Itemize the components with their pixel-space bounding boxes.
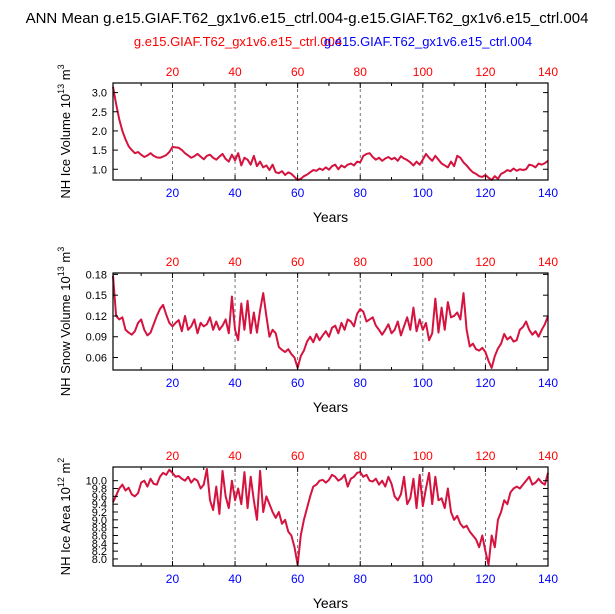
plot-frame [112, 272, 549, 371]
x-axis-label: Years [313, 595, 348, 611]
y-tick-label: 0.18 [86, 269, 107, 281]
x-axis-label: Years [313, 209, 348, 225]
y-tick-label: 8.4 [92, 538, 107, 550]
x-tick-label-top: 100 [413, 255, 433, 269]
x-tick-label-bottom: 60 [291, 186, 305, 200]
y-axis-label-text: NH Snow Volume 10 [58, 276, 73, 396]
y-tick-label: 8.8 [92, 523, 107, 535]
x-tick-label-bottom: 120 [475, 376, 495, 390]
x-tick-label-bottom: 40 [228, 186, 242, 200]
panel-snow-volume: 20 20 40 40 60 60 80 80 100 100 120 120 140 140 0.06 0.… [56, 247, 558, 415]
y-tick-label: 0.12 [86, 311, 107, 323]
y-axis-label-exp: 13 [56, 266, 66, 276]
y-axis-label-unit: m [58, 69, 73, 83]
y-tick-label: 8.6 [92, 530, 107, 542]
panel-ice-volume: 20 20 40 40 60 60 80 80 100 100 120 120 140 140 1.0 1.5… [56, 64, 558, 225]
x-tick-label-top: 140 [538, 65, 558, 79]
x-tick-label-top: 100 [413, 449, 433, 463]
x-tick-label-bottom: 100 [413, 572, 433, 586]
x-tick-label-top: 20 [166, 449, 180, 463]
y-tick-label: 9.8 [92, 484, 107, 496]
y-axis-label-unit-exp: 2 [56, 458, 66, 463]
y-axis-label: NH Ice Area 1012 m2 [56, 458, 73, 576]
x-tick-label-top: 120 [475, 65, 495, 79]
y-axis-label-unit-exp: 3 [56, 247, 66, 252]
x-tick-label-bottom: 20 [166, 376, 180, 390]
x-tick-label-bottom: 40 [228, 572, 242, 586]
x-axis-label: Years [313, 399, 348, 415]
series-line [112, 467, 549, 566]
y-tick-label: 9.4 [92, 499, 107, 511]
y-tick-label: 8.2 [92, 546, 107, 558]
panel-ice-area: 20 20 40 40 60 60 80 80 100 100 120 120 140 140 8.08.2… [56, 449, 558, 611]
series-line [112, 275, 549, 369]
y-axis-label-unit: m [58, 252, 73, 266]
y-tick-label: 2.5 [92, 107, 107, 119]
figure-title: ANN Mean g.e15.GIAF.T62_gx1v6.e15_ctrl.0… [26, 10, 589, 27]
x-tick-label-bottom: 20 [166, 186, 180, 200]
y-axis-label-exp: 12 [56, 477, 66, 487]
x-tick-label-top: 80 [354, 255, 368, 269]
x-tick-label-bottom: 100 [413, 186, 433, 200]
y-tick-label: 1.5 [92, 145, 107, 157]
x-tick-label-bottom: 80 [354, 572, 368, 586]
x-tick-label-bottom: 140 [538, 572, 558, 586]
x-tick-label-bottom: 120 [475, 572, 495, 586]
y-tick-label: 0.15 [86, 290, 107, 302]
x-tick-label-top: 60 [291, 255, 305, 269]
x-tick-label-bottom: 80 [354, 186, 368, 200]
x-tick-label-top: 140 [538, 255, 558, 269]
y-tick-label: 0.09 [86, 332, 107, 344]
y-tick-label: 9.6 [92, 491, 107, 503]
x-tick-label-top: 40 [228, 255, 242, 269]
plot-frame [112, 82, 549, 181]
y-tick-label: 1.0 [92, 164, 107, 176]
x-tick-label-top: 80 [354, 449, 368, 463]
y-tick-label: 0.06 [86, 353, 107, 365]
x-tick-label-bottom: 140 [538, 376, 558, 390]
y-tick-label: 10.0 [86, 476, 107, 488]
x-tick-label-bottom: 60 [291, 376, 305, 390]
x-tick-label-bottom: 40 [228, 376, 242, 390]
legend-case2: g.e15.GIAF.T62_gx1v6.e15_ctrl.004 [324, 34, 532, 49]
x-tick-label-bottom: 80 [354, 376, 368, 390]
x-tick-label-top: 100 [413, 65, 433, 79]
x-tick-label-top: 60 [291, 449, 305, 463]
x-tick-label-top: 60 [291, 65, 305, 79]
x-tick-label-top: 120 [475, 255, 495, 269]
x-tick-label-top: 20 [166, 65, 180, 79]
x-tick-label-top: 80 [354, 65, 368, 79]
x-tick-label-top: 40 [228, 449, 242, 463]
y-axis-label-text: NH Ice Volume 10 [58, 94, 73, 199]
y-tick-label: 2.0 [92, 126, 107, 138]
y-tick-label: 9.0 [92, 515, 107, 527]
y-axis-label-unit: m [58, 463, 73, 477]
y-axis-label-text: NH Ice Area 10 [58, 487, 73, 575]
y-tick-label: 9.2 [92, 507, 107, 519]
x-tick-label-top: 40 [228, 65, 242, 79]
series-line [112, 86, 549, 181]
x-tick-label-bottom: 60 [291, 572, 305, 586]
x-tick-label-bottom: 20 [166, 572, 180, 586]
y-axis-label: NH Snow Volume 1013 m3 [56, 247, 73, 396]
y-axis-label-unit-exp: 3 [56, 64, 66, 69]
y-tick-label: 8.0 [92, 554, 107, 566]
y-axis-label: NH Ice Volume 1013 m3 [56, 64, 73, 198]
y-axis-label-exp: 13 [56, 84, 66, 94]
x-tick-label-top: 140 [538, 449, 558, 463]
x-tick-label-bottom: 120 [475, 186, 495, 200]
x-tick-label-top: 20 [166, 255, 180, 269]
legend-case1: g.e15.GIAF.T62_gx1v6.e15_ctrl.004 [134, 34, 342, 49]
y-tick-label: 3.0 [92, 88, 107, 100]
x-tick-label-bottom: 100 [413, 376, 433, 390]
x-tick-label-top: 120 [475, 449, 495, 463]
plot-frame [112, 466, 549, 567]
x-tick-label-bottom: 140 [538, 186, 558, 200]
